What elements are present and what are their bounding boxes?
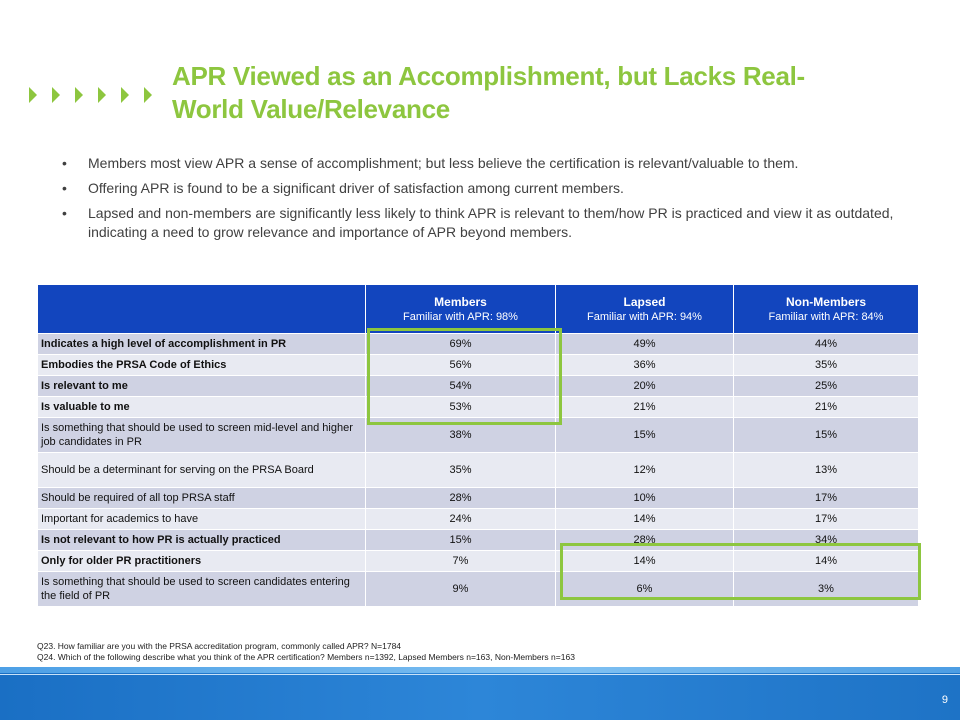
cell-lapsed: 49% [555, 333, 734, 355]
footnote-q24: Q24. Which of the following describe wha… [37, 652, 575, 662]
row-label: Important for academics to have [37, 508, 366, 530]
cell-lapsed: 10% [555, 487, 734, 509]
bullet-text: Lapsed and non-members are significantly… [88, 205, 894, 240]
table-row: Indicates a high level of accomplishment… [37, 333, 919, 355]
cell-members: 56% [365, 354, 556, 376]
results-table: Members Familiar with APR: 98% Lapsed Fami… [37, 284, 919, 607]
footer-band-highlight [0, 667, 960, 675]
cell-non-members: 15% [733, 417, 919, 453]
chevron-right-icon [72, 84, 86, 106]
chevron-right-icon [49, 84, 63, 106]
header-members: Members Familiar with APR: 98% [365, 284, 556, 334]
table-row: Is something that should be used to scre… [37, 417, 919, 453]
bullet-marker: • [62, 155, 67, 171]
chevron-decoration [26, 84, 155, 106]
cell-non-members: 14% [733, 550, 919, 572]
cell-members: 24% [365, 508, 556, 530]
cell-members: 69% [365, 333, 556, 355]
column-label: Members [434, 294, 487, 309]
header-lapsed: Lapsed Familiar with APR: 94% [555, 284, 734, 334]
cell-non-members: 25% [733, 375, 919, 397]
row-label: Should be required of all top PRSA staff [37, 487, 366, 509]
slide-title: APR Viewed as an Accomplishment, but Lac… [172, 61, 805, 124]
footer-divider [0, 674, 960, 675]
column-label: Non-Members [785, 294, 866, 309]
row-label: Only for older PR practitioners [37, 550, 366, 572]
row-label: Should be a determinant for serving on t… [37, 452, 366, 488]
cell-non-members: 34% [733, 529, 919, 551]
cell-lapsed: 12% [555, 452, 734, 488]
row-label: Indicates a high level of accomplishment… [37, 333, 366, 355]
cell-members: 9% [365, 571, 556, 607]
cell-members: 54% [365, 375, 556, 397]
cell-lapsed: 6% [555, 571, 734, 607]
row-label: Is valuable to me [37, 396, 366, 418]
table-row: Important for academics to have 24% 14% … [37, 508, 919, 530]
row-label: Is not relevant to how PR is actually pr… [37, 529, 366, 551]
chevron-right-icon [118, 84, 132, 106]
column-label: Lapsed [623, 294, 666, 309]
table-row: Embodies the PRSA Code of Ethics 56% 36%… [37, 354, 919, 376]
cell-members: 35% [365, 452, 556, 488]
row-label: Is something that should be used to scre… [37, 571, 366, 607]
cell-lapsed: 15% [555, 417, 734, 453]
column-sublabel: Familiar with APR: 98% [403, 310, 518, 323]
table-row: Should be a determinant for serving on t… [37, 452, 919, 488]
cell-lapsed: 28% [555, 529, 734, 551]
bullet-marker: • [62, 180, 67, 196]
cell-members: 53% [365, 396, 556, 418]
bullet-item: • Members most view APR a sense of accomp… [62, 154, 922, 173]
bullet-list: • Members most view APR a sense of accomp… [62, 154, 922, 248]
chevron-right-icon [141, 84, 155, 106]
cell-members: 7% [365, 550, 556, 572]
table-row: Is not relevant to how PR is actually pr… [37, 529, 919, 551]
bullet-text: Members most view APR a sense of accompl… [88, 155, 799, 171]
footnotes: Q23. How familiar are you with the PRSA … [37, 641, 575, 663]
cell-lapsed: 21% [555, 396, 734, 418]
cell-non-members: 44% [733, 333, 919, 355]
header-non-members: Non-Members Familiar with APR: 84% [733, 284, 919, 334]
table-row: Only for older PR practitioners 7% 14% 1… [37, 550, 919, 572]
column-sublabel: Familiar with APR: 84% [768, 310, 884, 323]
table-row: Is something that should be used to scre… [37, 571, 919, 607]
cell-members: 38% [365, 417, 556, 453]
cell-non-members: 17% [733, 508, 919, 530]
row-label: Embodies the PRSA Code of Ethics [37, 354, 366, 376]
table-row: Is relevant to me 54% 20% 25% [37, 375, 919, 397]
bullet-item: • Offering APR is found to be a significa… [62, 179, 922, 198]
table-header-row: Members Familiar with APR: 98% Lapsed Fami… [37, 284, 919, 334]
cell-lapsed: 20% [555, 375, 734, 397]
footnote-q23: Q23. How familiar are you with the PRSA … [37, 641, 402, 651]
cell-non-members: 13% [733, 452, 919, 488]
cell-members: 28% [365, 487, 556, 509]
cell-members: 15% [365, 529, 556, 551]
table-row: Is valuable to me 53% 21% 21% [37, 396, 919, 418]
bullet-marker: • [62, 205, 67, 221]
bullet-item: • Lapsed and non-members are significantl… [62, 204, 922, 242]
row-label: Is relevant to me [37, 375, 366, 397]
cell-lapsed: 36% [555, 354, 734, 376]
row-label: Is something that should be used to scre… [37, 417, 366, 453]
cell-non-members: 21% [733, 396, 919, 418]
cell-lapsed: 14% [555, 508, 734, 530]
column-sublabel: Familiar with APR: 94% [587, 310, 702, 323]
cell-non-members: 3% [733, 571, 919, 607]
page-number: 9 [941, 694, 948, 706]
table-row: Should be required of all top PRSA staff… [37, 487, 919, 509]
chevron-right-icon [26, 84, 40, 106]
chevron-right-icon [95, 84, 109, 106]
header-blank-cell [37, 284, 366, 334]
footer-band [0, 673, 960, 720]
cell-non-members: 17% [733, 487, 919, 509]
cell-lapsed: 14% [555, 550, 734, 572]
bullet-text: Offering APR is found to be a significan… [88, 180, 624, 196]
cell-non-members: 35% [733, 354, 919, 376]
